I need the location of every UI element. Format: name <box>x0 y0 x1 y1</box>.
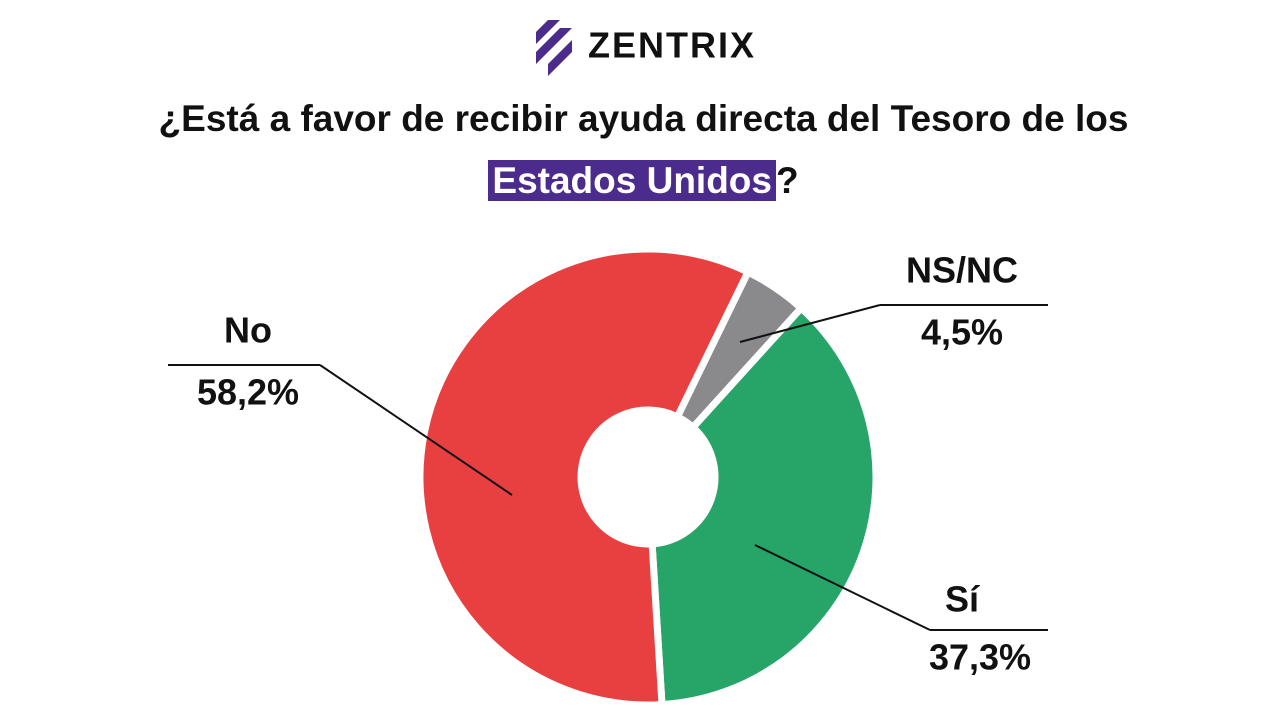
title-highlight: Estados Unidos <box>488 160 776 201</box>
category-label: NS/NC <box>906 250 1018 291</box>
leader-line <box>754 544 931 631</box>
category-label: Sí <box>945 579 980 620</box>
title-text: ? <box>776 160 799 201</box>
title-text: ¿Está a favor de recibir ayuda directa d… <box>158 98 1129 139</box>
value-label: 37,3% <box>929 637 1031 678</box>
leader-line <box>319 364 513 496</box>
slice <box>416 245 752 709</box>
logo: ZENTRIX <box>536 20 756 76</box>
value-label: 4,5% <box>921 312 1003 353</box>
brand: ZENTRIX <box>588 25 756 66</box>
category-label: No <box>224 310 272 351</box>
value-label: 58,2% <box>197 372 299 413</box>
chart-title: ¿Está a favor de recibir ayuda directa d… <box>0 88 1287 212</box>
slice <box>648 304 880 709</box>
leader-line <box>739 304 881 343</box>
logo-icon <box>536 20 572 76</box>
